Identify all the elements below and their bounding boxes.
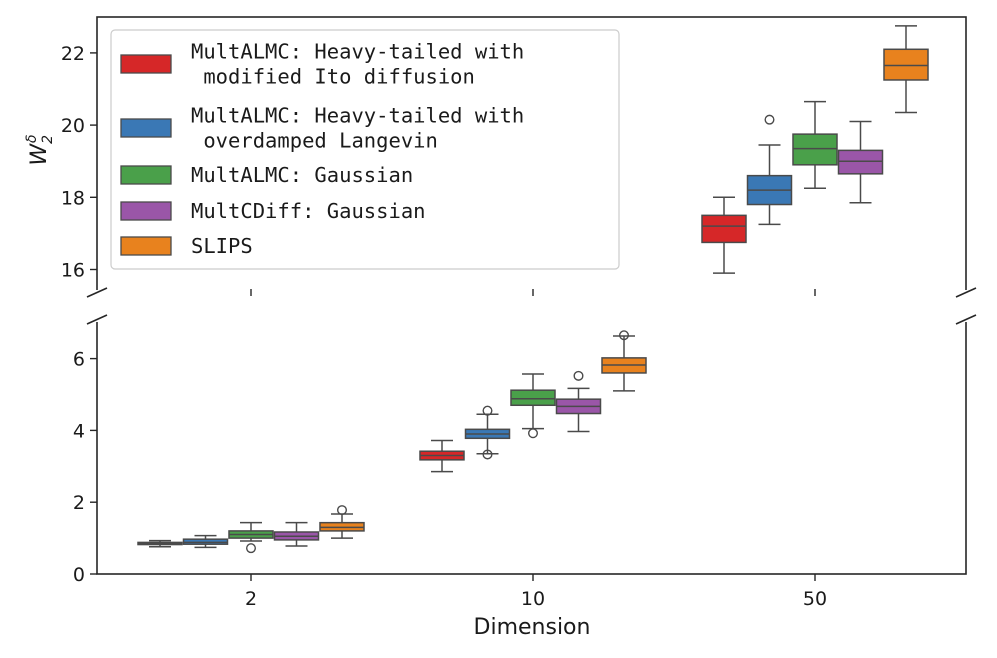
box-2-2 xyxy=(228,521,274,554)
legend-frame xyxy=(110,29,620,270)
legend-label: MultCDiff: Gaussian xyxy=(191,199,426,223)
upper-x-ticks xyxy=(250,289,816,296)
outlier-point xyxy=(245,543,256,554)
outlier-point xyxy=(573,370,584,381)
legend-swatch xyxy=(120,236,172,256)
legend-swatch xyxy=(120,54,172,74)
box-1-10 xyxy=(464,405,511,460)
legend: MultALMC: Heavy-tailed with modified Ito… xyxy=(110,29,620,270)
x-tick-label: 50 xyxy=(803,588,827,610)
box-2-50 xyxy=(792,100,838,190)
upper-y-ticks: 16 18 20 22 xyxy=(61,43,97,282)
break-mark-lower-right xyxy=(955,314,977,325)
y-tick-label: 18 xyxy=(61,187,85,209)
y-tick-label: 0 xyxy=(73,564,85,586)
legend-entry-1: MultALMC: Heavy-tailed with overdamped L… xyxy=(120,104,524,153)
box-iqr xyxy=(883,48,929,81)
legend-label: overdamped Langevin xyxy=(191,129,438,153)
legend-items: MultALMC: Heavy-tailed with modified Ito… xyxy=(120,40,524,258)
outlier-point xyxy=(619,330,630,341)
box-3-2 xyxy=(273,521,320,547)
lower-boxes xyxy=(137,330,647,554)
box-iqr xyxy=(792,133,838,166)
legend-label: modified Ito diffusion xyxy=(191,65,475,89)
box-4-50 xyxy=(883,25,929,114)
outlier-point xyxy=(764,114,775,125)
y-tick-label: 22 xyxy=(61,43,85,65)
legend-swatch xyxy=(120,201,172,221)
break-mark-lower-left xyxy=(86,314,108,325)
lower-y-ticks: 0 2 4 6 xyxy=(73,349,97,586)
legend-entry-0: MultALMC: Heavy-tailed with modified Ito… xyxy=(120,40,524,89)
outlier-point xyxy=(528,428,539,439)
box-0-50 xyxy=(701,196,747,274)
box-iqr xyxy=(701,214,747,244)
box-3-50 xyxy=(837,120,884,204)
y-axis-label-sub: 2 xyxy=(40,135,56,144)
outlier-point xyxy=(337,505,348,516)
legend-swatch xyxy=(120,118,172,138)
box-4-2 xyxy=(319,505,365,539)
svg-text:W2δ: W2δ xyxy=(24,134,56,165)
lower-panel-frame xyxy=(96,318,967,575)
box-3-10 xyxy=(555,370,602,433)
legend-label: MultALMC: Gaussian xyxy=(191,163,413,187)
box-2-10 xyxy=(510,373,556,439)
box-iqr xyxy=(837,149,884,175)
upper-boxes xyxy=(701,25,929,274)
legend-swatch xyxy=(120,165,172,185)
lower-panel: 0 2 4 6 2 10 50 xyxy=(73,316,968,610)
legend-entry-3: MultCDiff: Gaussian xyxy=(120,199,426,223)
y-tick-label: 4 xyxy=(73,420,85,442)
legend-entry-2: MultALMC: Gaussian xyxy=(120,163,413,187)
legend-label: MultALMC: Heavy-tailed with xyxy=(191,104,524,128)
y-axis-label: W2δ xyxy=(24,134,56,165)
upper-panel: 16 18 20 22 xyxy=(61,16,968,296)
x-tick-label: 2 xyxy=(245,588,257,610)
y-tick-label: 16 xyxy=(61,260,85,282)
outlier-point xyxy=(482,449,493,460)
legend-label: MultALMC: Heavy-tailed with xyxy=(191,40,524,64)
y-axis-label-main: W xyxy=(27,143,52,166)
legend-label: SLIPS xyxy=(191,234,253,258)
y-tick-label: 6 xyxy=(73,349,85,371)
y-tick-label: 2 xyxy=(73,492,85,514)
lower-x-ticks: 2 10 50 xyxy=(245,574,827,610)
y-tick-label: 20 xyxy=(61,115,85,137)
box-1-2 xyxy=(182,534,229,549)
x-axis-label: Dimension xyxy=(474,615,591,640)
x-tick-label: 10 xyxy=(521,588,545,610)
legend-entry-4: SLIPS xyxy=(120,234,253,258)
outlier-point xyxy=(482,405,493,416)
y-axis-label-sup: δ xyxy=(24,134,40,143)
box-4-10 xyxy=(601,330,647,392)
axis-break-marks xyxy=(86,287,977,325)
box-0-2 xyxy=(137,539,183,548)
break-mark-upper-right xyxy=(955,287,977,298)
lower-panel-top-mask xyxy=(96,316,968,322)
box-0-10 xyxy=(419,439,465,473)
upper-panel-bottom-mask xyxy=(96,290,968,296)
box-iqr xyxy=(510,389,556,407)
break-mark-upper-left xyxy=(86,287,108,298)
box-1-50 xyxy=(746,114,793,226)
